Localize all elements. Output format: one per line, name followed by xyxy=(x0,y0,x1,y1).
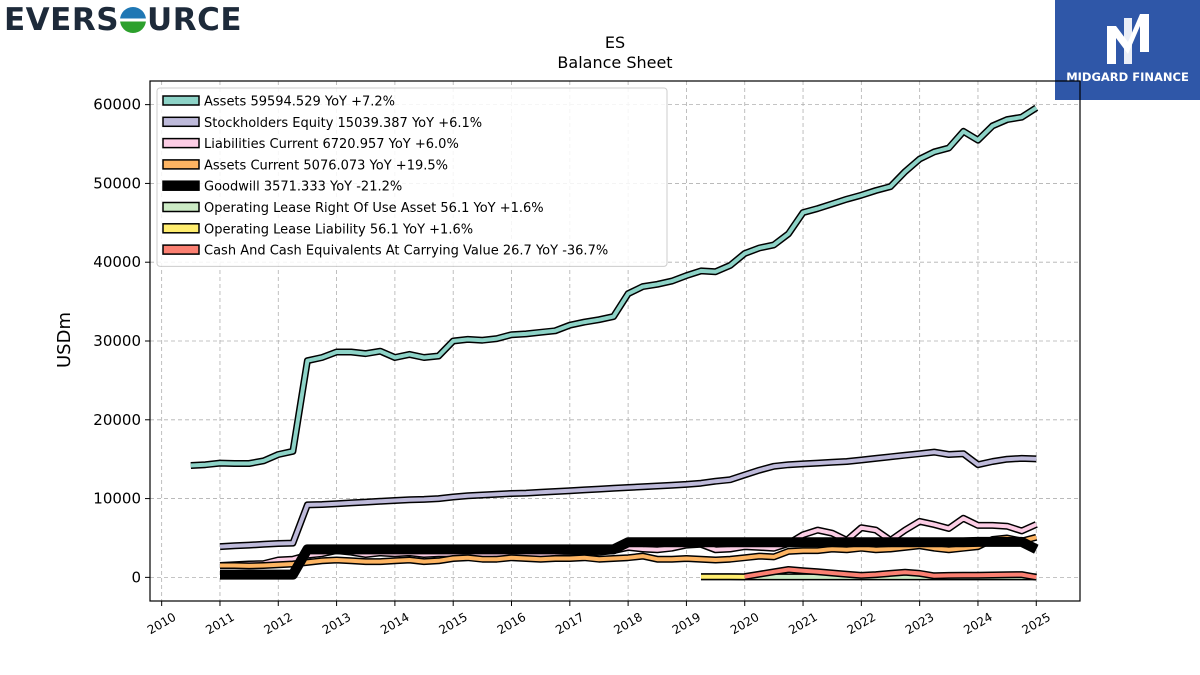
legend-label: Assets Current 5076.073 YoY +19.5% xyxy=(204,158,448,173)
legend-swatch xyxy=(162,244,200,255)
brand-mark-icon xyxy=(1107,14,1149,64)
y-axis-label: USDm xyxy=(54,312,75,368)
legend-label: Assets 59594.529 YoY +7.2% xyxy=(204,95,395,110)
legend-item: Operating Lease Right Of Use Asset 56.1 … xyxy=(162,201,544,216)
series-assets-current xyxy=(220,533,1038,570)
x-tick-label: 2023 xyxy=(903,610,936,637)
x-tick-label: 2015 xyxy=(436,610,469,637)
x-tick-label: 2018 xyxy=(611,610,644,637)
legend-label: Operating Lease Liability 56.1 YoY +1.6% xyxy=(204,222,473,237)
y-tick-label: 40000 xyxy=(93,253,141,271)
brand-name: MIDGARD FINANCE xyxy=(1066,70,1189,84)
legend-label: Liabilities Current 6720.957 YoY +6.0% xyxy=(204,137,459,152)
legend-label: Operating Lease Right Of Use Asset 56.1 … xyxy=(204,201,544,216)
x-tick-label: 2025 xyxy=(1020,610,1053,637)
y-tick-label: 30000 xyxy=(93,332,141,350)
series-goodwill xyxy=(220,536,1039,580)
legend-item: Operating Lease Liability 56.1 YoY +1.6% xyxy=(162,222,473,237)
legend-swatch xyxy=(162,116,200,128)
x-tick-label: 2017 xyxy=(553,610,586,637)
series-line xyxy=(220,538,1038,579)
legend-item: Assets Current 5076.073 YoY +19.5% xyxy=(162,158,448,173)
x-tick-label: 2010 xyxy=(145,610,178,637)
legend-item: Liabilities Current 6720.957 YoY +6.0% xyxy=(162,137,459,152)
series-lines xyxy=(190,104,1039,581)
series-line xyxy=(219,450,1037,549)
legend-swatch xyxy=(162,95,200,106)
x-tick-label: 2020 xyxy=(728,610,761,637)
legend-label: Stockholders Equity 15039.387 YoY +6.1% xyxy=(204,116,482,131)
y-tick-label: 20000 xyxy=(93,411,141,429)
x-tick-label: 2019 xyxy=(670,610,703,637)
x-tick-label: 2013 xyxy=(320,610,353,637)
x-tick-label: 2016 xyxy=(495,610,528,637)
y-axis: 0 10000 20000 30000 40000 50000 60000 xyxy=(93,96,150,586)
legend-label: Cash And Cash Equivalents At Carrying Va… xyxy=(204,244,608,259)
legend-item: Cash And Cash Equivalents At Carrying Va… xyxy=(162,244,608,259)
x-tick-label: 2024 xyxy=(961,610,994,637)
series-assets xyxy=(190,104,1039,469)
x-axis: 2010 2011 2012 2013 2014 2015 2016 2017 2018 2019… xyxy=(145,601,1053,637)
x-tick-label: 2021 xyxy=(786,610,819,637)
series-stockholders-equity xyxy=(219,448,1037,551)
company-logo-left: EVERS xyxy=(4,2,120,38)
legend-swatch xyxy=(162,223,200,234)
series-cash-and-cash-equivalents-at-carrying-value xyxy=(744,566,1037,581)
x-tick-label: 2014 xyxy=(378,610,411,637)
legend-swatch xyxy=(162,180,200,191)
brand-badge: MIDGARD FINANCE xyxy=(1055,0,1200,100)
x-tick-label: 2012 xyxy=(262,610,295,637)
legend-item: Stockholders Equity 15039.387 YoY +6.1% xyxy=(162,116,482,131)
legend-swatch xyxy=(162,201,200,213)
y-tick-label: 10000 xyxy=(93,490,141,508)
legend-item: Goodwill 3571.333 YoY -21.2% xyxy=(162,180,402,195)
x-tick-label: 2011 xyxy=(203,610,236,637)
series-line xyxy=(190,106,1038,468)
series-line xyxy=(220,535,1037,568)
company-logo-right: URCE xyxy=(147,2,243,38)
legend-box xyxy=(156,87,668,267)
y-tick-label: 0 xyxy=(131,568,141,586)
legend-label: Goodwill 3571.333 YoY -21.2% xyxy=(204,180,402,195)
legend-swatch xyxy=(162,137,200,149)
chart-subtitle: Balance Sheet xyxy=(557,53,672,72)
logo-globe-icon xyxy=(120,7,147,33)
y-tick-label: 50000 xyxy=(93,174,141,192)
legend-item: Assets 59594.529 YoY +7.2% xyxy=(162,95,395,110)
chart-title: ES xyxy=(605,33,625,52)
y-tick-label: 60000 xyxy=(93,96,141,114)
x-tick-label: 2022 xyxy=(845,610,878,637)
series-line xyxy=(744,567,1037,580)
legend: Assets 59594.529 YoY +7.2% Stockholders E… xyxy=(156,87,668,267)
legend-swatch xyxy=(162,159,200,170)
company-logo: EVERS URCE xyxy=(4,2,242,38)
